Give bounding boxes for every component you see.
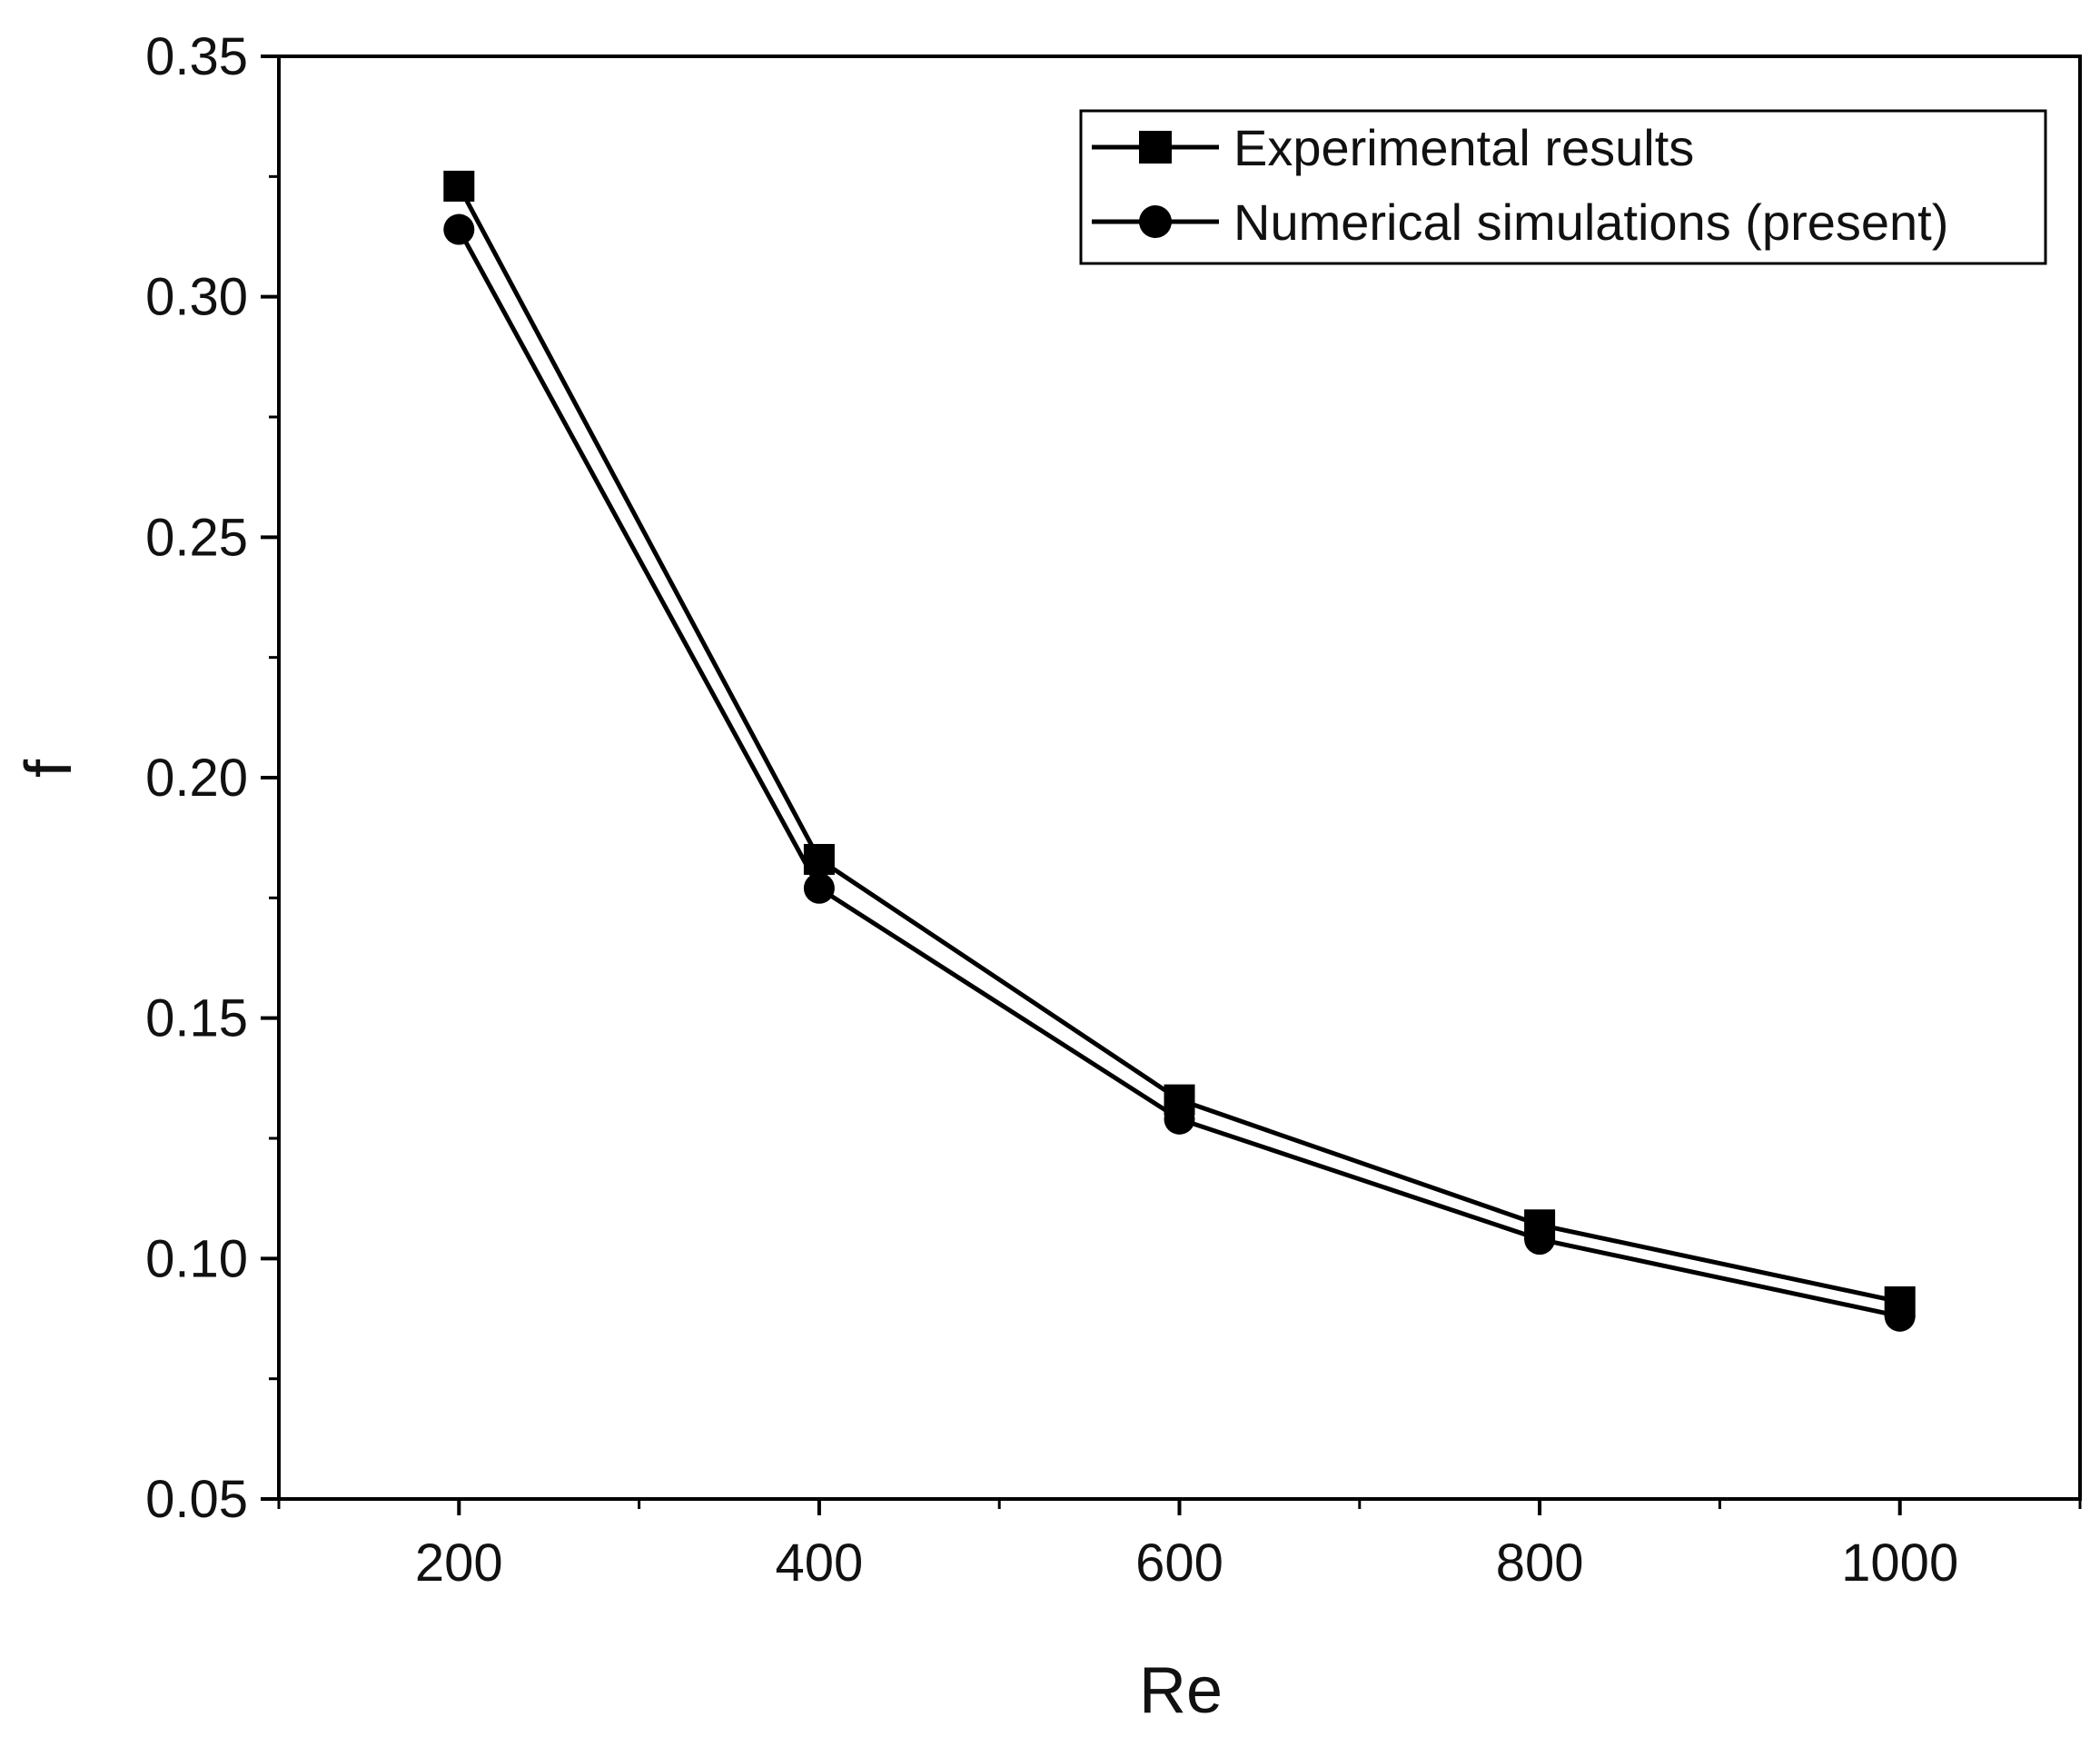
axes-layer: 200 400 600 800 1000 0.05 0.10 0.15 0.20 0.25 0.30… xyxy=(145,27,2082,1593)
data-point-numerical xyxy=(1884,1300,1916,1332)
data-point-numerical xyxy=(443,213,475,245)
x-tick-label: 1000 xyxy=(1841,1534,1958,1593)
y-tick-label: 0.25 xyxy=(145,508,248,567)
series-layer xyxy=(443,170,1916,1332)
data-point-numerical xyxy=(803,872,835,904)
legend: Experimental results Numerical simulatio… xyxy=(1079,109,2047,265)
data-point-numerical xyxy=(1164,1103,1195,1135)
x-tick-label: 400 xyxy=(776,1534,864,1593)
labels-layer: Re f xyxy=(13,759,1223,1727)
y-tick-label: 0.30 xyxy=(145,268,248,327)
data-point-numerical xyxy=(1524,1224,1556,1256)
x-tick-label: 200 xyxy=(415,1534,503,1593)
series-line-numerical xyxy=(457,228,1901,1319)
legend-marker-experimental xyxy=(1139,131,1172,164)
legend-label-numerical: Numerical simulations (present) xyxy=(1233,194,1948,251)
y-tick-label: 0.10 xyxy=(145,1229,248,1288)
x-tick-label: 600 xyxy=(1135,1534,1223,1593)
data-point-experimental xyxy=(443,170,475,202)
y-tick-label: 0.20 xyxy=(145,749,248,808)
y-tick-label: 0.35 xyxy=(145,27,248,86)
legend-marker-numerical xyxy=(1139,205,1172,238)
y-axis-title: f xyxy=(13,759,85,778)
y-tick-label: 0.05 xyxy=(145,1470,248,1529)
x-tick-label: 800 xyxy=(1496,1534,1584,1593)
x-axis-title: Re xyxy=(1139,1654,1223,1727)
y-tick-label: 0.15 xyxy=(145,989,248,1048)
legend-label-experimental: Experimental results xyxy=(1233,119,1694,176)
legend-box xyxy=(1079,109,2047,265)
